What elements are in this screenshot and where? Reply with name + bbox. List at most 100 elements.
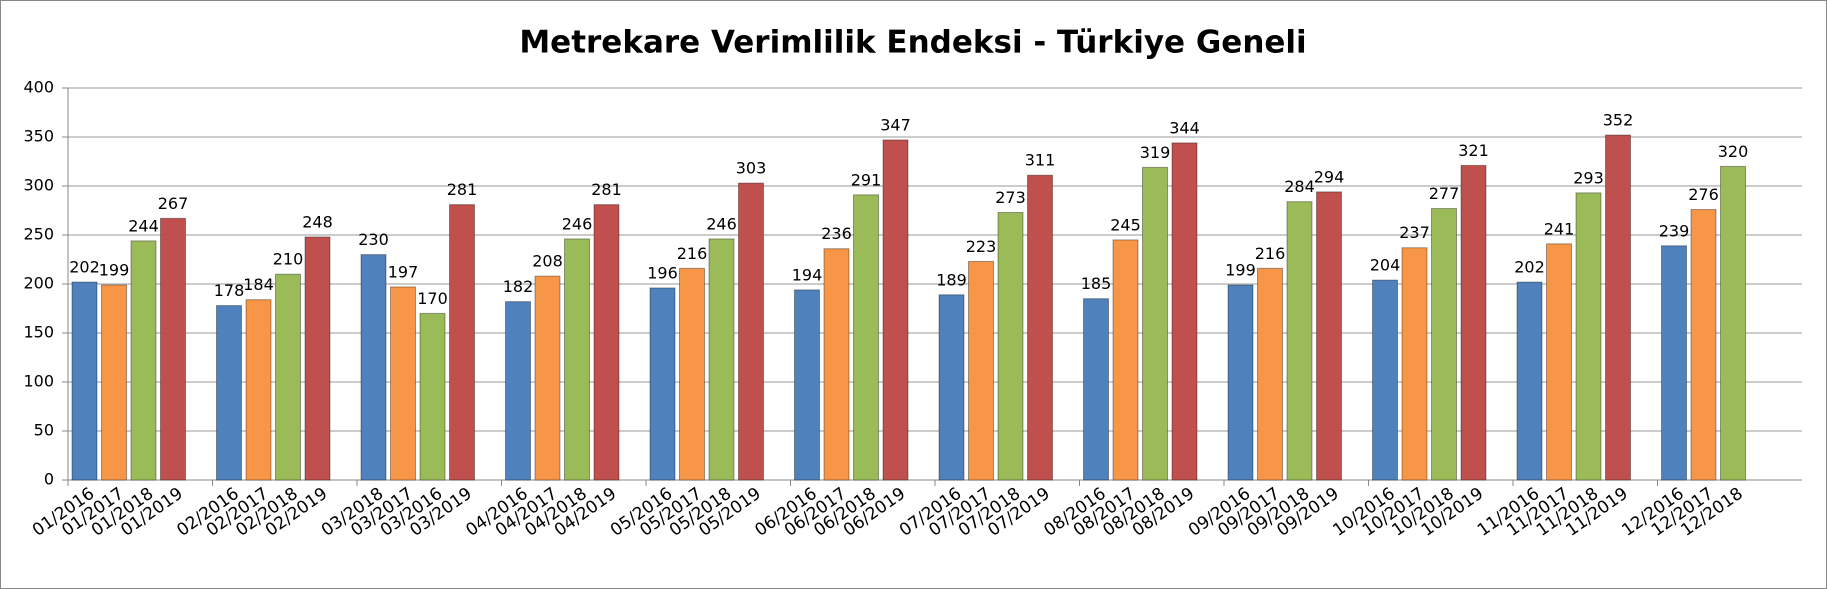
value-label: 237 xyxy=(1399,223,1430,242)
bar xyxy=(1516,281,1543,481)
value-label: 284 xyxy=(1284,177,1315,196)
y-tick-label: 50 xyxy=(34,421,54,440)
bar xyxy=(1460,164,1487,481)
bar xyxy=(245,299,272,481)
bar xyxy=(275,273,301,481)
value-label: 194 xyxy=(792,265,823,284)
value-label: 246 xyxy=(562,214,593,233)
value-label: 281 xyxy=(447,180,478,199)
value-label: 293 xyxy=(1573,168,1604,187)
value-label: 199 xyxy=(1225,260,1256,279)
bar xyxy=(449,204,475,481)
bar xyxy=(1257,267,1283,481)
value-label: 344 xyxy=(1169,118,1200,137)
bar xyxy=(708,238,735,481)
bar xyxy=(679,267,705,481)
bar xyxy=(564,238,590,481)
bar xyxy=(505,301,531,481)
value-label: 189 xyxy=(936,270,967,289)
bar xyxy=(1546,243,1572,481)
bar xyxy=(794,289,820,481)
value-label: 277 xyxy=(1429,184,1460,203)
bar xyxy=(1083,298,1109,481)
bar xyxy=(1401,247,1428,481)
bar xyxy=(390,286,416,481)
value-label: 185 xyxy=(1081,274,1112,293)
bar xyxy=(1142,166,1168,481)
value-label: 239 xyxy=(1659,221,1690,240)
value-label: 241 xyxy=(1544,219,1575,238)
bar xyxy=(1171,142,1198,481)
bar xyxy=(360,254,387,481)
bar xyxy=(101,284,127,481)
bar xyxy=(1431,208,1457,481)
bar xyxy=(216,305,242,481)
value-label: 319 xyxy=(1140,143,1171,162)
value-label: 352 xyxy=(1603,111,1634,130)
value-label: 294 xyxy=(1314,167,1345,186)
value-label: 199 xyxy=(99,260,130,279)
value-label: 208 xyxy=(532,252,563,271)
value-label: 236 xyxy=(821,224,852,243)
value-label: 267 xyxy=(158,194,189,213)
value-label: 178 xyxy=(214,281,245,300)
bar xyxy=(160,217,186,481)
bar xyxy=(1316,191,1342,481)
bar xyxy=(534,275,561,481)
bar xyxy=(1286,201,1313,481)
bar xyxy=(1575,192,1602,481)
value-label: 204 xyxy=(1370,256,1401,275)
bar xyxy=(997,211,1024,481)
y-tick-label: 350 xyxy=(23,127,54,146)
value-label: 347 xyxy=(880,115,911,134)
value-label: 320 xyxy=(1718,142,1749,161)
bar xyxy=(938,294,965,481)
bar xyxy=(1605,134,1631,481)
value-label: 303 xyxy=(736,159,767,178)
bar xyxy=(71,281,98,481)
bar xyxy=(593,204,620,481)
value-label: 184 xyxy=(243,275,274,294)
bar xyxy=(1112,239,1139,481)
bar xyxy=(1690,209,1717,481)
bar xyxy=(968,260,994,481)
value-label: 196 xyxy=(647,263,678,282)
value-label: 321 xyxy=(1458,141,1489,160)
y-tick-label: 250 xyxy=(23,225,54,244)
value-label: 182 xyxy=(503,277,534,296)
value-label: 230 xyxy=(358,230,389,249)
y-tick-label: 200 xyxy=(23,274,54,293)
bar xyxy=(1661,245,1687,481)
bar xyxy=(1372,279,1398,481)
value-label: 170 xyxy=(417,289,448,308)
value-label: 244 xyxy=(128,216,159,235)
value-label: 210 xyxy=(273,250,304,269)
bar xyxy=(649,287,676,481)
bar xyxy=(130,240,157,481)
value-label: 202 xyxy=(1514,258,1545,277)
value-label: 216 xyxy=(677,244,708,263)
y-tick-label: 100 xyxy=(23,372,54,391)
value-label: 197 xyxy=(388,262,419,281)
bar xyxy=(823,248,850,481)
value-label: 281 xyxy=(591,180,622,199)
bar xyxy=(1027,174,1053,481)
value-label: 291 xyxy=(851,170,882,189)
bar xyxy=(882,139,909,481)
chart-title: Metrekare Verimlilik Endeksi - Türkiye G… xyxy=(519,25,1306,61)
value-label: 273 xyxy=(995,188,1026,207)
y-tick-label: 300 xyxy=(23,176,54,195)
bar xyxy=(853,194,879,481)
bar xyxy=(1720,165,1746,481)
value-label: 216 xyxy=(1255,244,1286,263)
bar xyxy=(419,312,446,481)
y-tick-label: 0 xyxy=(44,470,54,489)
value-label: 311 xyxy=(1025,151,1056,170)
value-label: 248 xyxy=(302,212,333,231)
value-label: 276 xyxy=(1688,185,1719,204)
value-label: 246 xyxy=(706,214,737,233)
bar xyxy=(738,182,764,481)
value-label: 202 xyxy=(69,258,100,277)
y-tick-label: 400 xyxy=(23,78,54,97)
